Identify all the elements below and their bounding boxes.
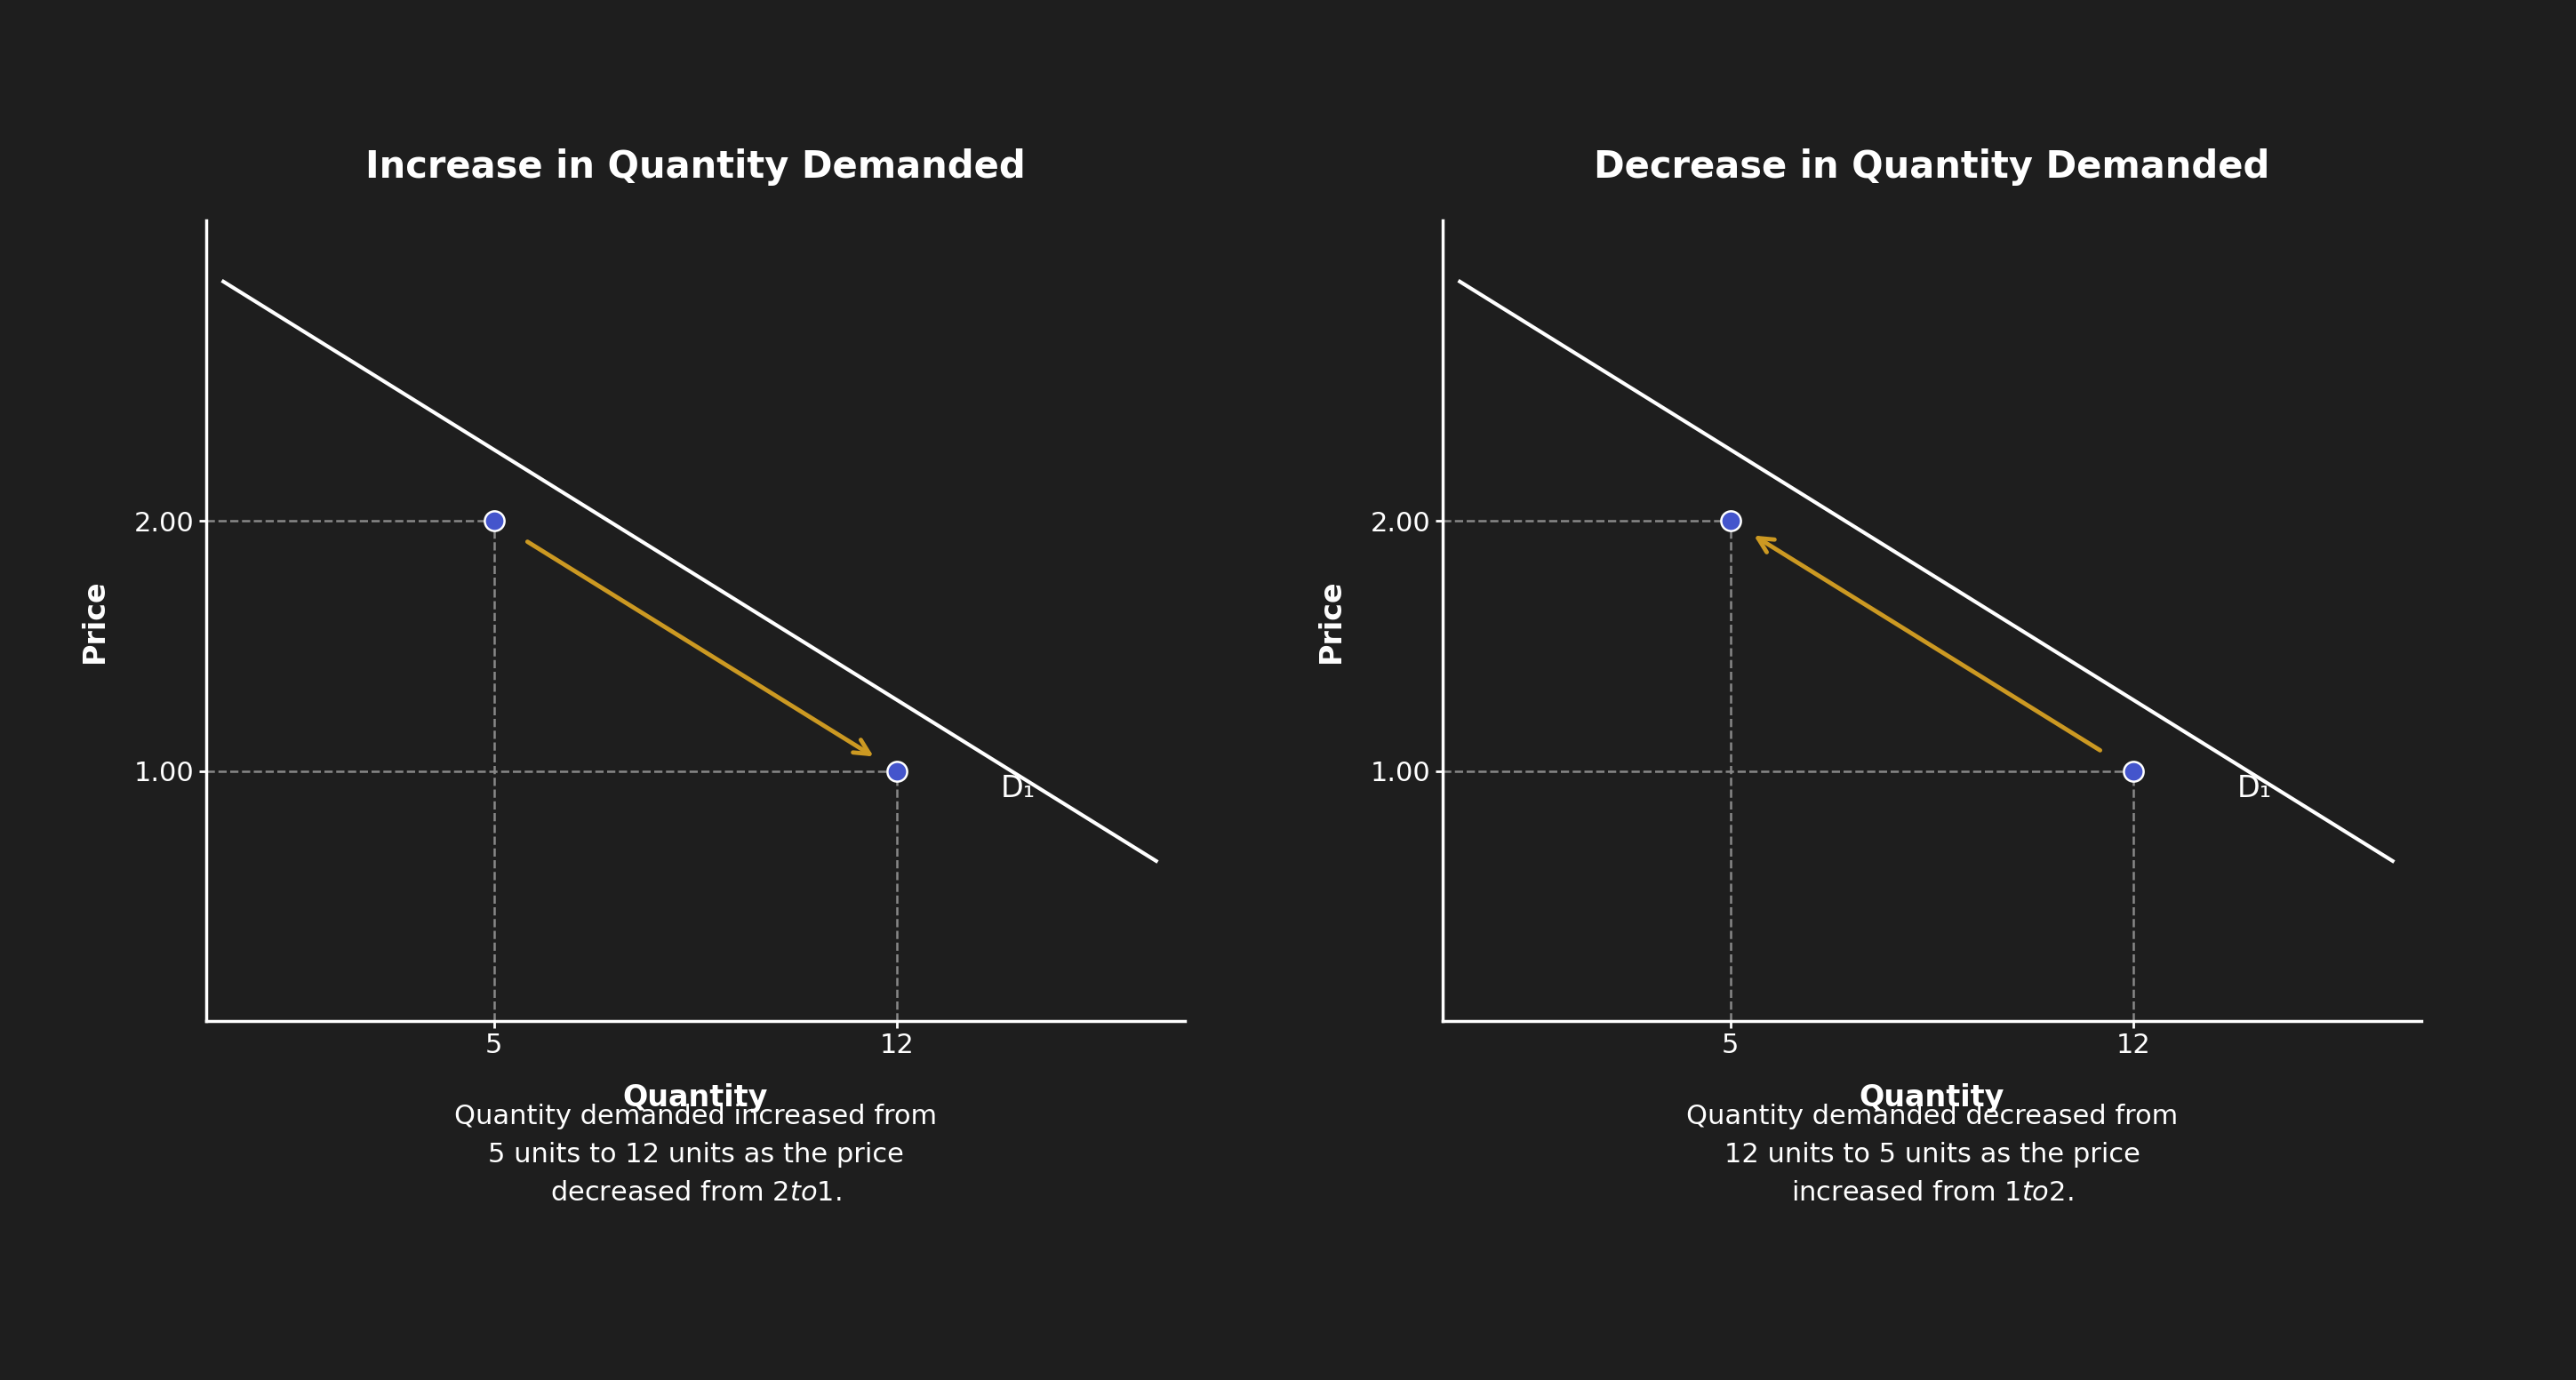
Text: D₁: D₁ <box>999 774 1036 803</box>
X-axis label: Quantity: Quantity <box>1860 1083 2004 1112</box>
Text: D₁: D₁ <box>2236 774 2272 803</box>
Title: Increase in Quantity Demanded: Increase in Quantity Demanded <box>366 148 1025 185</box>
X-axis label: Quantity: Quantity <box>623 1083 768 1112</box>
Text: Quantity demanded increased from
5 units to 12 units as the price
decreased from: Quantity demanded increased from 5 units… <box>453 1104 938 1206</box>
Y-axis label: Price: Price <box>80 580 108 662</box>
Text: Quantity demanded decreased from
12 units to 5 units as the price
increased from: Quantity demanded decreased from 12 unit… <box>1687 1104 2177 1206</box>
Y-axis label: Price: Price <box>1316 580 1345 662</box>
Title: Decrease in Quantity Demanded: Decrease in Quantity Demanded <box>1595 148 2269 185</box>
